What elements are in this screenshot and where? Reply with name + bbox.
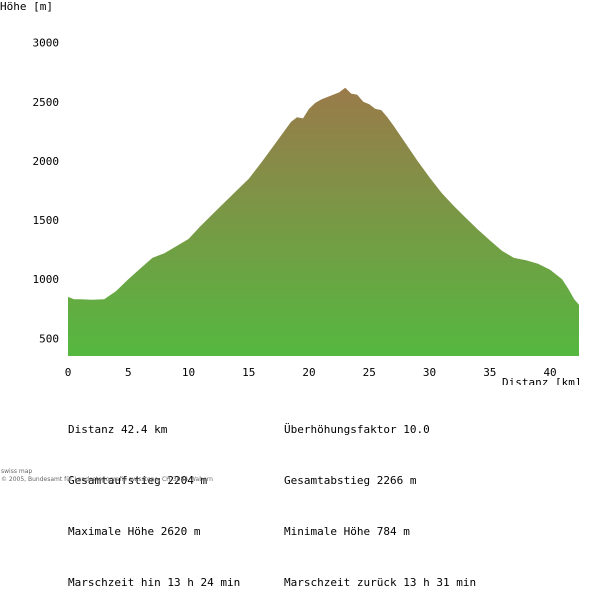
stat-exaggeration-factor: Überhöhungsfaktor 10.0 [284, 421, 476, 438]
elevation-area [68, 87, 579, 356]
stats-left-column: Distanz 42.4 km Gesamtaufstieg 2204 m Ma… [68, 387, 240, 608]
stat-label: Maximale Höhe [68, 525, 155, 538]
x-tick-label: 5 [125, 366, 132, 379]
x-tick-label: 35 [483, 366, 496, 379]
x-tick-label: 20 [302, 366, 315, 379]
stat-label: Gesamtaufstieg [68, 474, 161, 487]
x-axis-label: Distanz [km] [502, 376, 581, 385]
stat-value: 784 m [376, 525, 410, 538]
stat-label: Überhöhungsfaktor [284, 423, 397, 436]
x-tick-label: 30 [423, 366, 436, 379]
x-tick-label: 40 [543, 366, 556, 379]
stat-value: 13 h 31 min [403, 576, 477, 589]
stat-label: Marschzeit zurück [284, 576, 397, 589]
x-tick-label: 0 [65, 366, 72, 379]
footer-brand: swiss map [1, 468, 33, 475]
stat-min-elevation: Minimale Höhe 784 m [284, 523, 476, 540]
stat-label: Marschzeit hin [68, 576, 161, 589]
y-tick-label: 3000 [33, 37, 60, 50]
stat-total-ascent: Gesamtaufstieg 2204 m [68, 472, 240, 489]
plot-area [68, 87, 579, 356]
stat-label: Minimale Höhe [284, 525, 371, 538]
stat-value: 13 h 24 min [167, 576, 241, 589]
stat-distance: Distanz 42.4 km [68, 421, 240, 438]
x-tick-label: 25 [363, 366, 376, 379]
y-tick-label: 2500 [33, 96, 60, 109]
stat-label: Gesamtabstieg [284, 474, 371, 487]
x-tick-labels: 0 5 10 15 20 25 30 35 40 [65, 366, 557, 379]
footer-copyright: © 2005, Bundesamt für Landestopografie s… [1, 476, 213, 483]
elevation-profile-chart: Höhe [m] Distanz [km] 500100015002000250… [0, 0, 581, 385]
x-tick-label: 15 [242, 366, 255, 379]
y-tick-label: 500 [39, 332, 59, 345]
stats-right-column: Überhöhungsfaktor 10.0 Gesamtabstieg 226… [284, 387, 476, 608]
stat-walk-time-forward: Marschzeit hin 13 h 24 min [68, 574, 240, 591]
stat-walk-time-return: Marschzeit zurück 13 h 31 min [284, 574, 476, 591]
y-axis-label: Höhe [m] [0, 0, 53, 13]
y-tick-label: 2000 [33, 155, 60, 168]
stat-label: Distanz [68, 423, 115, 436]
stat-max-elevation: Maximale Höhe 2620 m [68, 523, 240, 540]
stat-value: 10.0 [403, 423, 430, 436]
stat-total-descent: Gesamtabstieg 2266 m [284, 472, 476, 489]
stat-value: 2266 m [376, 474, 417, 487]
y-tick-label: 1000 [33, 273, 60, 286]
y-tick-labels: 500 1000 1500 2000 2500 3000 [33, 37, 60, 346]
y-tick-label: 1500 [33, 214, 60, 227]
stat-value: 2204 m [167, 474, 208, 487]
stat-value: 42.4 km [120, 423, 168, 436]
x-tick-label: 10 [182, 366, 195, 379]
stat-value: 2620 m [160, 525, 201, 538]
